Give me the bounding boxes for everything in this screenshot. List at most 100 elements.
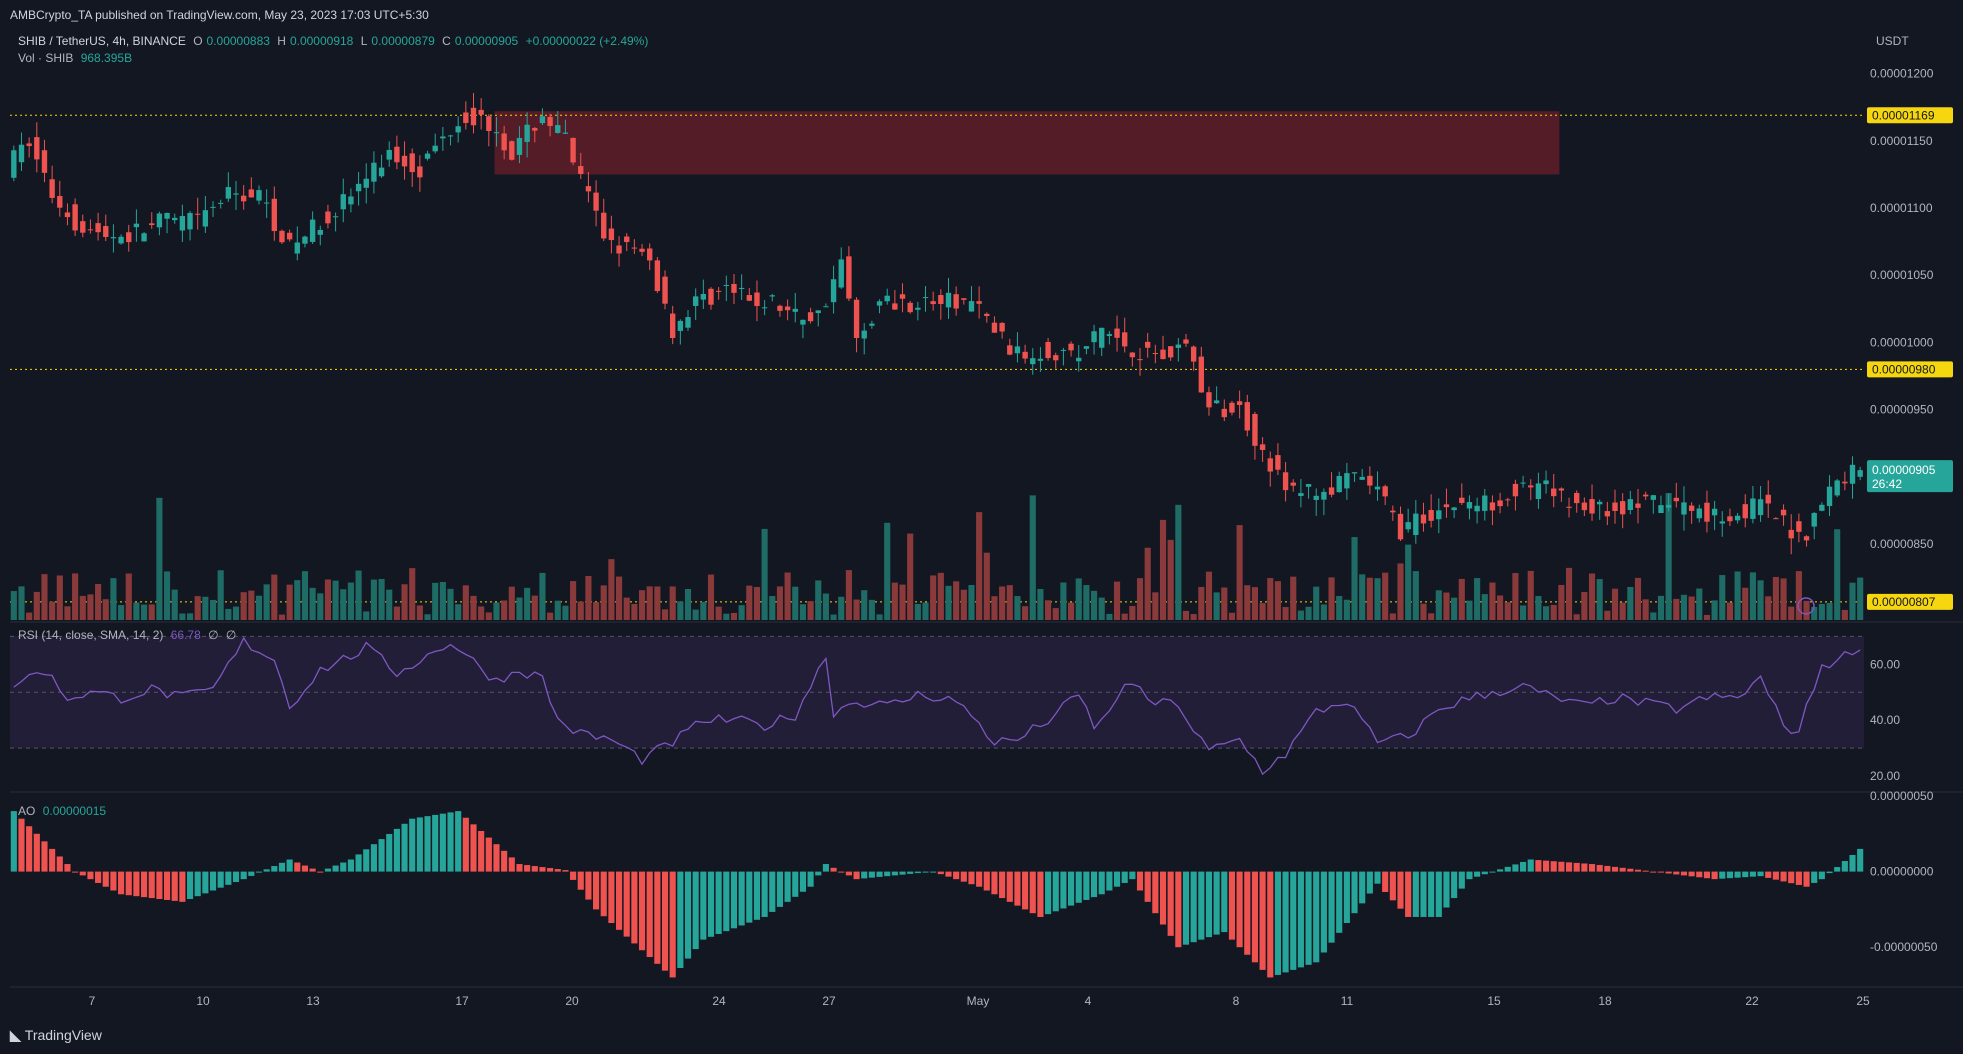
- candle: [18, 144, 25, 163]
- ao-bar: [1412, 871, 1419, 917]
- ao-bar: [769, 871, 776, 912]
- ao-bar: [455, 811, 462, 872]
- candle: [1574, 492, 1580, 504]
- price-axis-tick: 0.00001100: [1870, 201, 1933, 215]
- ao-bar: [914, 871, 921, 874]
- volume-bar: [1849, 582, 1856, 620]
- volume-bar: [102, 599, 109, 620]
- ao-bar: [1343, 871, 1350, 924]
- candle: [1589, 499, 1595, 514]
- candle: [968, 301, 975, 312]
- candle: [1137, 359, 1143, 361]
- candle: [1076, 357, 1082, 362]
- ao-bar: [976, 871, 983, 887]
- candle: [1053, 355, 1059, 361]
- ao-bar: [1182, 871, 1190, 945]
- volume-bar: [1772, 576, 1779, 620]
- ao-bar: [1573, 862, 1580, 872]
- ao-bar: [1014, 871, 1021, 906]
- volume-bar: [186, 613, 194, 620]
- volume-bar: [1573, 614, 1580, 620]
- volume-bar: [1504, 602, 1511, 620]
- volume-bar: [455, 604, 462, 620]
- candle: [202, 210, 209, 227]
- ao-bar: [255, 871, 263, 873]
- candle: [80, 221, 86, 233]
- volume-bar: [1052, 608, 1059, 620]
- ao-bar: [340, 862, 347, 872]
- ao-bar: [677, 871, 684, 968]
- candle: [1742, 504, 1748, 519]
- ao-bar: [1267, 871, 1274, 978]
- candle: [225, 187, 232, 199]
- candle: [309, 219, 316, 242]
- volume-bar: [1205, 571, 1213, 620]
- ao-bar: [1734, 871, 1741, 878]
- time-axis-tick: 15: [1487, 994, 1501, 1008]
- volume-bar: [409, 568, 416, 620]
- volume-bar: [1497, 595, 1504, 620]
- candle: [417, 166, 423, 178]
- volume-bar: [501, 600, 508, 620]
- level-label-lower-badge: [1867, 593, 1953, 610]
- ao-bar: [110, 871, 117, 891]
- candle: [1734, 515, 1741, 521]
- candle: [1711, 508, 1718, 516]
- candle: [1528, 485, 1534, 488]
- candle: [1765, 494, 1771, 504]
- volume-bar: [118, 605, 125, 620]
- volume-legend[interactable]: Vol · SHIB 968.395B: [18, 51, 136, 65]
- ao-bar: [1535, 860, 1542, 872]
- ao-axis-tick: 0.00000000: [1870, 865, 1934, 879]
- lightning-icon[interactable]: [1797, 597, 1815, 615]
- volume-bar: [1090, 590, 1098, 620]
- volume-bar: [554, 600, 561, 620]
- volume-bar: [1527, 570, 1534, 620]
- ao-legend[interactable]: AO 0.00000015: [18, 804, 110, 818]
- candle: [999, 322, 1005, 332]
- candle: [991, 322, 998, 333]
- price-axis-tick: 0.00001000: [1870, 335, 1934, 349]
- ao-bar: [1749, 871, 1756, 877]
- candle: [1757, 499, 1764, 516]
- candle: [1857, 470, 1863, 477]
- volume-bar: [715, 606, 722, 620]
- volume-bar: [692, 609, 699, 620]
- ao-bar: [960, 871, 967, 882]
- rsi-legend[interactable]: RSI (14, close, SMA, 14, 2) 66.78 ∅ ∅: [18, 628, 240, 642]
- candle: [187, 213, 193, 230]
- volume-bar: [1711, 600, 1718, 620]
- candle: [164, 212, 170, 219]
- volume-bar: [1826, 602, 1833, 620]
- volume-bar: [1221, 587, 1228, 620]
- candle: [1351, 472, 1358, 474]
- ao-bar: [217, 871, 224, 888]
- candle: [11, 150, 17, 178]
- ao-bar: [95, 871, 102, 883]
- candle: [463, 112, 469, 123]
- ao-bar: [225, 871, 232, 885]
- candle: [1551, 488, 1557, 497]
- volume-bar: [163, 571, 171, 620]
- volume-bar: [386, 589, 393, 620]
- volume-bar: [41, 574, 48, 620]
- volume-bar: [33, 591, 40, 620]
- candle: [371, 162, 377, 182]
- volume-bar: [899, 584, 906, 620]
- time-axis-tick: May: [967, 994, 990, 1008]
- tradingview-logo[interactable]: ◣ TradingView: [10, 1027, 102, 1044]
- ao-bar: [1688, 871, 1695, 877]
- candle: [1321, 491, 1327, 500]
- volume-bar: [776, 586, 784, 620]
- volume-bar: [1749, 572, 1756, 620]
- candle: [1788, 529, 1794, 539]
- volume-bar: [1696, 588, 1703, 620]
- symbol-label[interactable]: SHIB / TetherUS, 4h, BINANCE: [18, 34, 186, 48]
- candle: [539, 116, 546, 124]
- candle: [317, 229, 323, 235]
- price-axis-tick: 0.00000950: [1870, 403, 1934, 417]
- ao-bar: [945, 871, 952, 877]
- ao-bar: [1251, 871, 1259, 963]
- ao-bar: [493, 844, 500, 872]
